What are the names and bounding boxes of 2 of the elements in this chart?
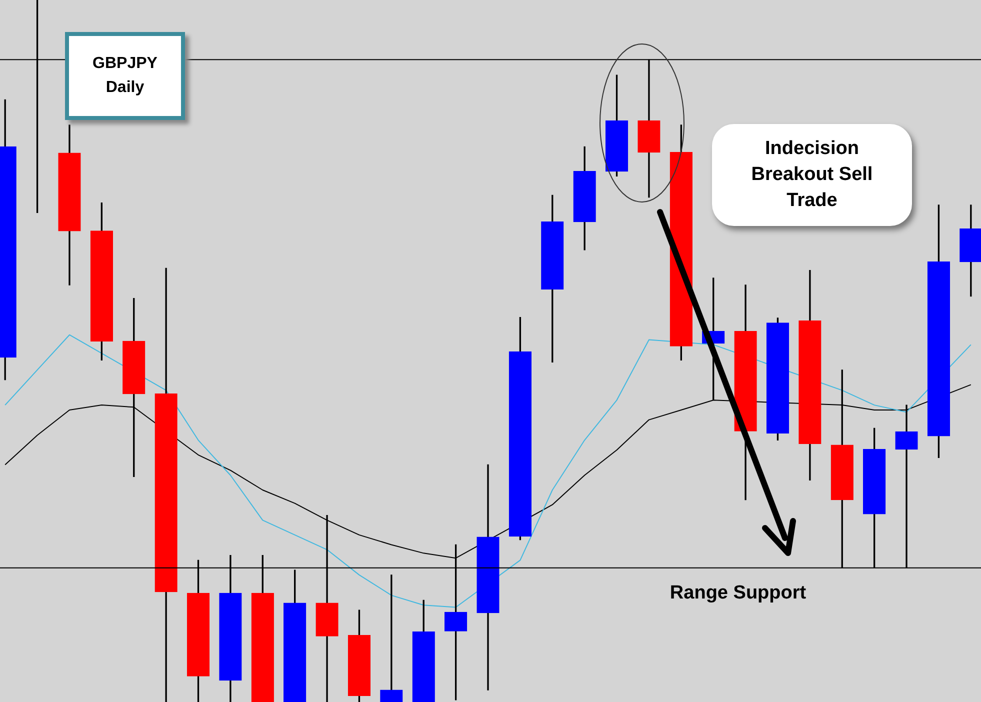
text: GBPJPY Daily xyxy=(92,54,158,98)
ref-line-label: Range Support xyxy=(670,582,807,604)
